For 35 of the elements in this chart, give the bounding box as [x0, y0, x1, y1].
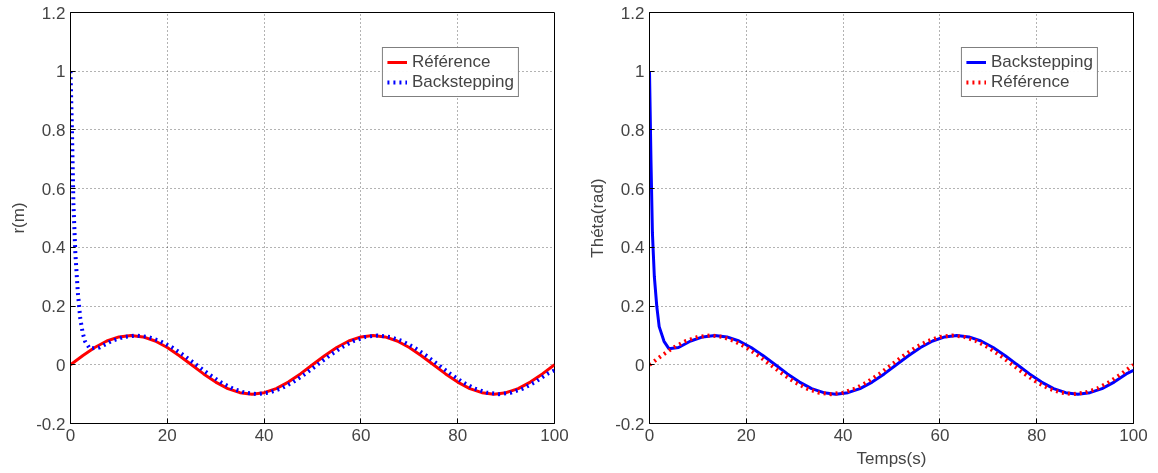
line-series	[70, 69, 555, 397]
legend-label: Référence	[411, 52, 491, 72]
y-tick-label: 0.8	[620, 120, 645, 140]
y-tick-label: 0.8	[41, 120, 66, 140]
y-tick-label: 1.2	[41, 3, 66, 23]
x-tick-label: 60	[930, 425, 950, 445]
y-tick-label: 0	[635, 355, 645, 375]
y-tick-label: 0.4	[41, 238, 66, 258]
y-tick-label: 0	[56, 355, 66, 375]
y-tick-label: 0.4	[620, 238, 645, 258]
x-tick-label: 60	[351, 425, 371, 445]
x-tick-label: 100	[1119, 425, 1148, 445]
y-tick-label: 0.2	[41, 297, 66, 317]
x-tick-label: 40	[254, 425, 274, 445]
x-tick-label: 20	[157, 425, 177, 445]
y-axis-title: Théta(rad)	[588, 178, 608, 258]
x-axis-title: Temps(s)	[856, 448, 927, 468]
legend-label: Référence	[990, 72, 1070, 92]
x-tick-label: 40	[833, 425, 853, 445]
x-tick-label: 100	[540, 425, 569, 445]
line-series	[649, 333, 1134, 397]
y-tick-label: 0.2	[620, 297, 645, 317]
x-tick-label: 20	[736, 425, 756, 445]
y-tick-label: 0.6	[620, 179, 645, 199]
y-tick-label: 1	[635, 62, 645, 82]
y-tick-label: 0.6	[41, 179, 66, 199]
x-tick-label: 80	[448, 425, 468, 445]
y-tick-label: -0.2	[615, 414, 645, 434]
y-tick-label: -0.2	[36, 414, 66, 434]
y-tick-label: 1	[56, 62, 66, 82]
legend-label: Backstepping	[411, 72, 514, 92]
y-axis-title: r(m)	[9, 202, 29, 234]
legend-label: Backstepping	[990, 52, 1093, 72]
x-tick-label: 80	[1027, 425, 1047, 445]
y-tick-label: 1.2	[620, 3, 645, 23]
